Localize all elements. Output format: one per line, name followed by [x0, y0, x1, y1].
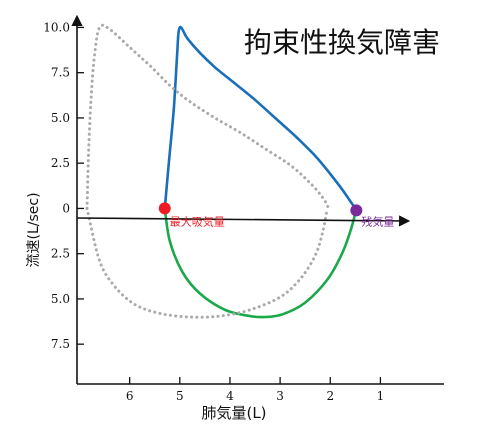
x-ticks: 6 5 4 3 2 1 — [126, 377, 384, 403]
x-tick-label: 2 — [326, 389, 334, 403]
series-line-2 — [163, 207, 358, 319]
points — [158, 202, 363, 217]
x-tick-label: 4 — [226, 389, 234, 403]
max-inspiration-label: 最大吸気量 — [170, 214, 225, 228]
y-tick-label: 2.5 — [51, 247, 70, 261]
residual-volume-label: 残気量 — [361, 214, 394, 228]
y-ticks: 10.0 7.5 5.0 2.5 0 2.5 5.0 7.5 — [43, 20, 84, 351]
x-axis-label: 肺気量(L) — [201, 404, 266, 422]
series-line-3 — [85, 23, 330, 210]
x-tick-label: 3 — [276, 389, 284, 403]
max-inspiration-point — [158, 202, 171, 215]
series-line-1 — [163, 25, 358, 210]
x-tick-label: 5 — [176, 389, 184, 403]
y-tick-label: 2.5 — [51, 156, 70, 170]
x-tick-label: 6 — [126, 389, 134, 403]
zero-flow-line — [76, 215, 411, 227]
y-tick-label: 10.0 — [43, 20, 70, 34]
y-tick-label: 7.5 — [51, 66, 70, 80]
y-axis-label: 流速(L/sec) — [26, 192, 42, 267]
x-tick-label: 1 — [377, 389, 385, 403]
chart-title: 拘束性換気障害 — [244, 26, 440, 59]
y-tick-label: 7.5 — [51, 337, 70, 351]
y-tick-label: 0 — [62, 201, 70, 215]
residual-volume-point — [350, 204, 363, 217]
annotations: 最大吸気量 残気量 — [170, 214, 395, 228]
series-line-4 — [85, 206, 329, 319]
plot-curves — [85, 23, 358, 319]
y-tick-label: 5.0 — [51, 292, 70, 306]
y-tick-label: 5.0 — [51, 111, 70, 125]
